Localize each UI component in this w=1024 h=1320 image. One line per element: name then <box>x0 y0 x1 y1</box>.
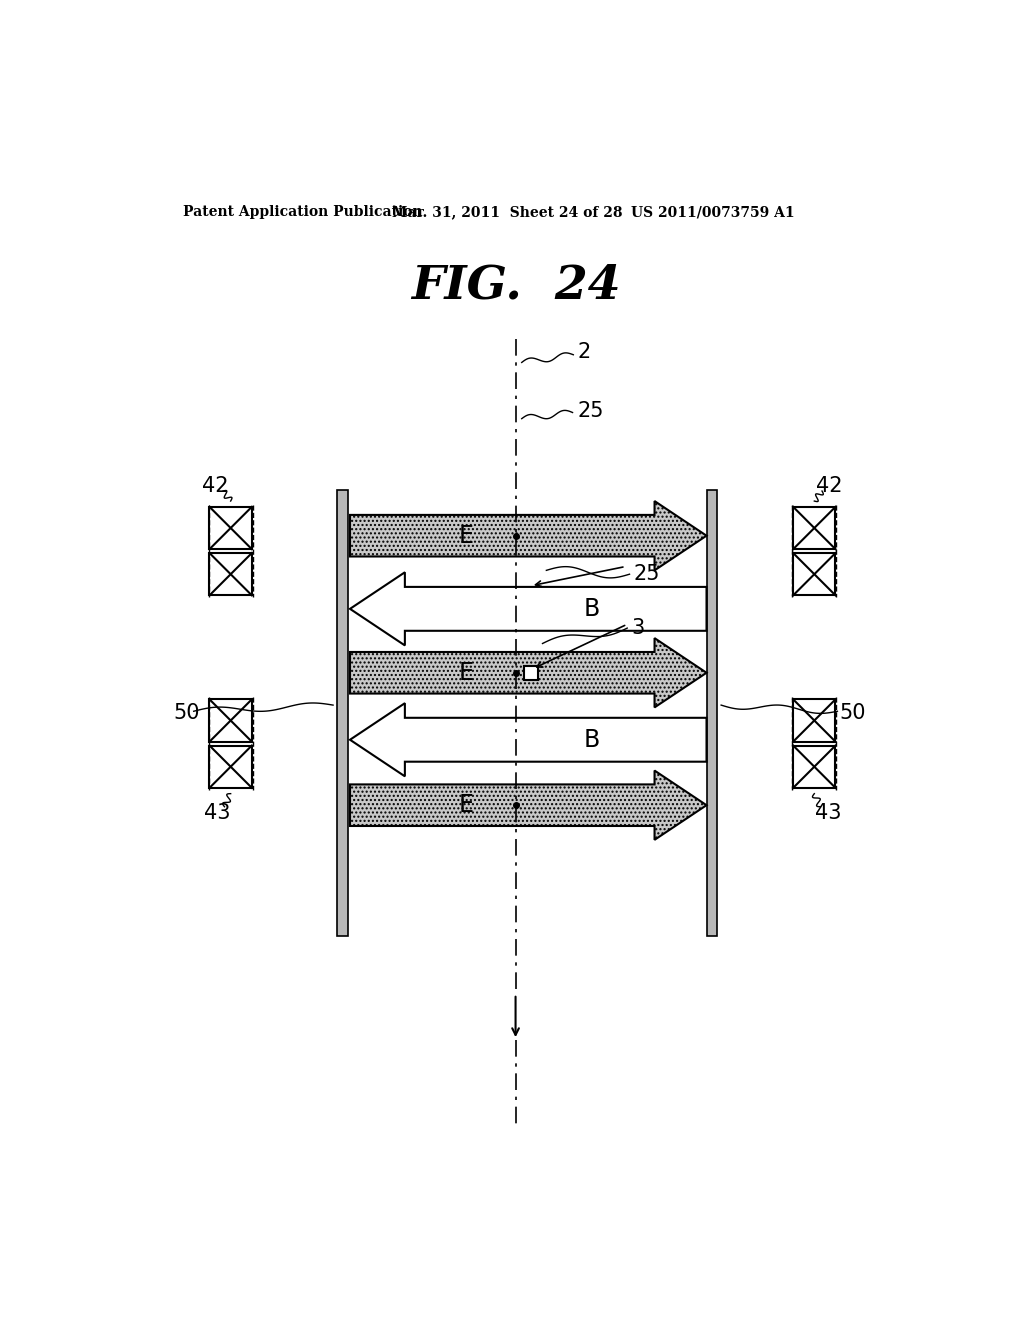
Text: E: E <box>458 793 473 817</box>
Text: E: E <box>458 524 473 548</box>
Bar <box>794 700 836 742</box>
Text: E: E <box>458 661 473 685</box>
Text: 50: 50 <box>839 702 865 723</box>
Bar <box>794 553 836 595</box>
Text: 2: 2 <box>578 342 591 363</box>
Text: Mar. 31, 2011  Sheet 24 of 28: Mar. 31, 2011 Sheet 24 of 28 <box>392 206 623 219</box>
Bar <box>337 490 348 936</box>
Text: 25: 25 <box>578 401 604 421</box>
Bar <box>210 746 252 788</box>
Polygon shape <box>350 573 707 645</box>
Polygon shape <box>350 704 707 776</box>
Bar <box>794 746 836 788</box>
Text: 42: 42 <box>202 475 228 495</box>
Polygon shape <box>350 638 707 708</box>
Polygon shape <box>350 502 707 570</box>
Bar <box>794 507 836 549</box>
Text: 43: 43 <box>815 803 842 822</box>
Bar <box>210 553 252 595</box>
Bar <box>707 490 717 936</box>
Text: 42: 42 <box>816 475 843 495</box>
Text: B: B <box>584 597 600 620</box>
Bar <box>524 665 538 680</box>
Text: US 2011/0073759 A1: US 2011/0073759 A1 <box>631 206 795 219</box>
Text: Patent Application Publication: Patent Application Publication <box>183 206 423 219</box>
Text: 3: 3 <box>631 618 644 638</box>
Text: 50: 50 <box>173 702 200 723</box>
Bar <box>210 700 252 742</box>
Bar <box>210 507 252 549</box>
Polygon shape <box>350 771 707 840</box>
Text: 25: 25 <box>634 564 659 585</box>
Text: B: B <box>584 727 600 752</box>
Text: FIG.  24: FIG. 24 <box>411 263 621 309</box>
Text: 43: 43 <box>204 803 230 822</box>
